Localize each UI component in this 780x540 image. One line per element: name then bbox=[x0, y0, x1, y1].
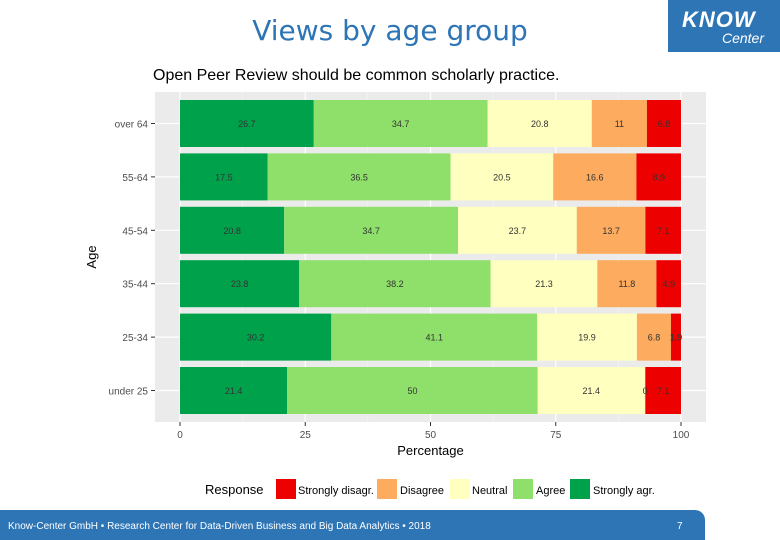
bar-segment bbox=[450, 153, 554, 201]
legend-label: Strongly disagr. bbox=[298, 485, 374, 497]
chart-title: Open Peer Review should be common schola… bbox=[153, 67, 559, 84]
bar-segment bbox=[645, 206, 681, 254]
data-label: 11.8 bbox=[618, 279, 635, 289]
data-label: 34.7 bbox=[392, 119, 410, 129]
bar-segment bbox=[537, 367, 645, 414]
data-label: 7.1 bbox=[657, 386, 670, 396]
legend-key bbox=[450, 479, 470, 499]
data-label: 20.8 bbox=[223, 226, 241, 236]
bar-segment bbox=[644, 367, 646, 414]
y-axis: over 64 55-64 45-54 35-44 25-34 under 25 bbox=[109, 120, 155, 398]
bar-segment bbox=[656, 260, 681, 308]
bar-segment bbox=[537, 313, 637, 361]
slide-title: Views by age group bbox=[252, 14, 528, 47]
data-label: 21.3 bbox=[535, 279, 553, 289]
y-tick-label: under 25 bbox=[109, 387, 149, 398]
bar-segment bbox=[180, 367, 288, 414]
know-center-logo: KNOW Center bbox=[668, 0, 780, 52]
data-label: 34.7 bbox=[362, 226, 380, 236]
x-axis: 0 25 50 75 100 bbox=[177, 422, 690, 441]
bar-segment bbox=[287, 367, 538, 414]
data-labels: 26.7 34.7 20.8 11 6.8 17.5 36.5 20.5 16.6 8.9 20.8… bbox=[215, 119, 682, 396]
bar-segment bbox=[553, 153, 637, 201]
bar-segment bbox=[331, 313, 538, 361]
bar-series bbox=[180, 100, 681, 414]
legend-label: Neutral bbox=[472, 485, 507, 497]
page-number: 7 bbox=[677, 521, 683, 532]
legend-key bbox=[377, 479, 397, 499]
data-label: 36.5 bbox=[350, 172, 368, 182]
y-tick-label: 25-34 bbox=[122, 333, 148, 344]
y-tick-label: 45-54 bbox=[122, 226, 148, 237]
bar-segment bbox=[636, 313, 671, 361]
data-label: 23.7 bbox=[509, 226, 527, 236]
bar-segment bbox=[591, 100, 647, 147]
x-tick-label: 50 bbox=[425, 430, 437, 441]
footer-text: Know-Center GmbH • Research Center for D… bbox=[8, 521, 431, 532]
bar-segment bbox=[313, 100, 488, 147]
bar-segment bbox=[487, 100, 592, 147]
legend: Response Strongly disagr. Disagree Neutral… bbox=[205, 479, 655, 499]
bar-segment bbox=[267, 153, 451, 201]
legend-label: Disagree bbox=[400, 485, 444, 497]
data-label: 4.9 bbox=[662, 279, 675, 289]
legend-label: Strongly agr. bbox=[593, 485, 655, 497]
legend-label: Agree bbox=[536, 485, 565, 497]
x-axis-label: Percentage bbox=[397, 443, 464, 458]
data-label: 38.2 bbox=[386, 279, 404, 289]
bar-segment bbox=[284, 206, 459, 254]
logo-text-center: Center bbox=[721, 30, 764, 46]
data-label: 26.7 bbox=[238, 119, 256, 129]
y-tick-label: 55-64 bbox=[122, 173, 148, 184]
bar-segment bbox=[490, 260, 598, 308]
data-label: 0 bbox=[643, 386, 648, 396]
y-tick-label: 35-44 bbox=[122, 280, 148, 291]
x-tick-label: 75 bbox=[550, 430, 562, 441]
legend-key bbox=[513, 479, 533, 499]
data-label: 8.9 bbox=[652, 172, 665, 182]
x-tick-label: 25 bbox=[300, 430, 312, 441]
data-label: 23.8 bbox=[231, 279, 249, 289]
bar-segment bbox=[299, 260, 491, 308]
bar-segment bbox=[180, 260, 300, 308]
data-label: 7.1 bbox=[657, 226, 670, 236]
bar-segment bbox=[180, 153, 268, 201]
data-label: 6.8 bbox=[648, 333, 661, 343]
data-label: 1.9 bbox=[670, 333, 683, 343]
bar-segment bbox=[180, 206, 285, 254]
x-tick-label: 100 bbox=[673, 430, 690, 441]
stacked-bar-chart: 26.7 34.7 20.8 11 6.8 17.5 36.5 20.5 16.6 8.9 20.8… bbox=[84, 67, 706, 499]
logo-text-know: KNOW bbox=[682, 7, 756, 32]
bar-segment bbox=[180, 100, 314, 147]
data-label: 20.8 bbox=[531, 119, 549, 129]
data-label: 11 bbox=[615, 119, 624, 129]
bar-segment bbox=[576, 206, 646, 254]
x-tick-label: 0 bbox=[177, 430, 183, 441]
bar-segment bbox=[180, 313, 332, 361]
data-label: 19.9 bbox=[578, 333, 596, 343]
legend-title: Response bbox=[205, 482, 264, 497]
data-label: 20.5 bbox=[493, 172, 511, 182]
footer-bar: Know-Center GmbH • Research Center for D… bbox=[0, 510, 705, 540]
bar-segment bbox=[670, 313, 681, 361]
bar-segment bbox=[597, 260, 657, 308]
data-label: 21.4 bbox=[225, 386, 243, 396]
bar-segment bbox=[645, 367, 681, 414]
data-label: 6.8 bbox=[658, 119, 671, 129]
y-axis-label: Age bbox=[84, 245, 99, 268]
data-label: 30.2 bbox=[247, 333, 265, 343]
data-label: 50 bbox=[407, 386, 417, 396]
data-label: 17.5 bbox=[215, 172, 233, 182]
legend-key bbox=[276, 479, 296, 499]
data-label: 41.1 bbox=[425, 333, 443, 343]
y-tick-label: over 64 bbox=[115, 120, 149, 131]
bar-segment bbox=[646, 100, 681, 147]
bar-segment bbox=[636, 153, 681, 201]
data-label: 21.4 bbox=[583, 386, 601, 396]
data-label: 13.7 bbox=[602, 226, 620, 236]
legend-key bbox=[570, 479, 590, 499]
bar-segment bbox=[458, 206, 577, 254]
data-label: 16.6 bbox=[586, 172, 604, 182]
